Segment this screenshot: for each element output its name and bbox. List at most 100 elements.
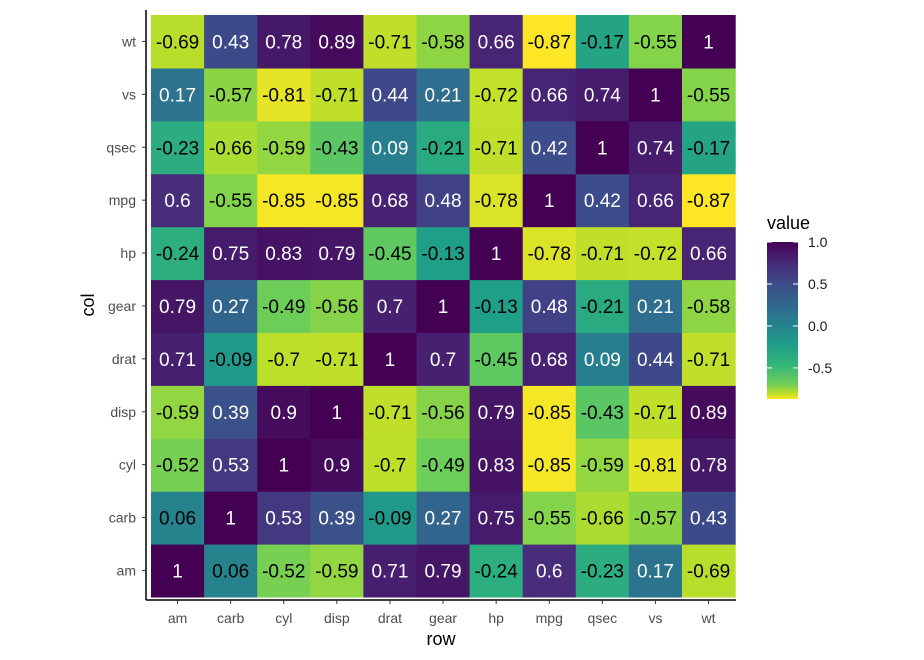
cell-value-am-qsec: -0.23	[581, 561, 624, 582]
cell-value-qsec-gear: -0.21	[421, 138, 464, 159]
legend-title: value	[767, 213, 810, 233]
cell-value-drat-qsec: 0.09	[584, 350, 621, 371]
cell-value-carb-mpg: -0.55	[528, 509, 571, 530]
cell-value-cyl-wt: 0.78	[690, 456, 727, 477]
cell-value-disp-drat: -0.71	[368, 403, 411, 424]
cell-value-am-drat: 0.71	[371, 561, 408, 582]
cell-value-gear-disp: -0.56	[315, 297, 358, 318]
x-tick-label-disp: disp	[324, 610, 350, 626]
cell-value-wt-hp: 0.66	[478, 32, 515, 53]
cell-value-cyl-disp: 0.9	[324, 456, 350, 477]
cell-value-gear-cyl: -0.49	[262, 297, 305, 318]
x-tick-label-mpg: mpg	[536, 610, 563, 626]
cell-value-mpg-vs: 0.66	[637, 191, 674, 212]
cell-value-wt-vs: -0.55	[634, 32, 677, 53]
cell-value-gear-vs: 0.21	[637, 297, 674, 318]
y-tick-label-cyl: cyl	[119, 457, 136, 473]
legend-tick-label-1: 0.5	[808, 276, 828, 292]
y-tick-label-drat: drat	[112, 351, 136, 367]
cell-value-wt-cyl: 0.78	[265, 32, 302, 53]
cell-value-am-carb: 0.06	[212, 561, 249, 582]
legend: value 1.00.50.0-0.5	[767, 213, 832, 399]
cell-value-disp-mpg: -0.85	[528, 403, 571, 424]
x-axis-title: row	[426, 629, 456, 649]
cell-value-wt-gear: -0.58	[421, 32, 464, 53]
cell-value-qsec-wt: -0.17	[687, 138, 730, 159]
cell-value-mpg-wt: -0.87	[687, 191, 730, 212]
cell-value-carb-drat: -0.09	[368, 509, 411, 530]
cell-value-mpg-hp: -0.78	[474, 191, 517, 212]
cell-value-vs-qsec: 0.74	[584, 85, 621, 106]
cell-value-disp-cyl: 0.9	[271, 403, 297, 424]
cell-value-hp-drat: -0.45	[368, 244, 411, 265]
cell-value-qsec-cyl: -0.59	[262, 138, 305, 159]
cell-value-qsec-carb: -0.66	[209, 138, 252, 159]
y-axis-ticks: amcarbcyldispdratgearhpmpgqsecvswt	[106, 33, 146, 578]
y-tick-label-carb: carb	[109, 510, 136, 526]
cell-value-vs-mpg: 0.66	[531, 85, 568, 106]
cell-value-gear-mpg: 0.48	[531, 297, 568, 318]
cell-value-disp-am: -0.59	[156, 403, 199, 424]
cell-value-carb-qsec: -0.66	[581, 509, 624, 530]
y-tick-label-mpg: mpg	[109, 192, 136, 208]
cell-value-cyl-qsec: -0.59	[581, 456, 624, 477]
cell-value-disp-hp: 0.79	[478, 403, 515, 424]
cell-value-drat-hp: -0.45	[474, 350, 517, 371]
cell-value-drat-drat: 1	[385, 350, 396, 371]
y-tick-label-disp: disp	[110, 404, 136, 420]
cell-value-qsec-drat: 0.09	[371, 138, 408, 159]
cell-value-am-cyl: -0.52	[262, 561, 305, 582]
cell-value-carb-vs: -0.57	[634, 509, 677, 530]
cell-value-drat-am: 0.71	[159, 350, 196, 371]
cell-value-vs-carb: -0.57	[209, 85, 252, 106]
cell-value-mpg-drat: 0.68	[371, 191, 408, 212]
cell-value-carb-cyl: 0.53	[265, 509, 302, 530]
cell-value-cyl-cyl: 1	[278, 456, 289, 477]
y-axis-title: col	[78, 293, 98, 316]
cell-value-gear-qsec: -0.21	[581, 297, 624, 318]
cell-value-wt-mpg: -0.87	[528, 32, 571, 53]
legend-colorbar	[767, 242, 798, 399]
cell-value-am-am: 1	[172, 561, 183, 582]
cell-value-hp-carb: 0.75	[212, 244, 249, 265]
cell-value-gear-am: 0.79	[159, 297, 196, 318]
legend-tick-label-0: 1.0	[808, 234, 828, 250]
cell-value-drat-disp: -0.71	[315, 350, 358, 371]
cell-value-vs-am: 0.17	[159, 85, 196, 106]
cell-value-gear-drat: 0.7	[377, 297, 403, 318]
cell-value-vs-vs: 1	[650, 85, 661, 106]
cell-value-drat-carb: -0.09	[209, 350, 252, 371]
cell-value-disp-gear: -0.56	[421, 403, 464, 424]
x-axis-ticks: am carb cyl disp drat gear hp mpg qsec vs wt	[168, 600, 716, 626]
cell-value-vs-wt: -0.55	[687, 85, 730, 106]
y-tick-label-gear: gear	[108, 298, 136, 314]
x-tick-label-wt: wt	[701, 610, 716, 626]
cell-value-am-disp: -0.59	[315, 561, 358, 582]
cell-value-hp-mpg: -0.78	[528, 244, 571, 265]
x-tick-label-vs: vs	[648, 610, 662, 626]
cell-value-vs-hp: -0.72	[474, 85, 517, 106]
cell-value-mpg-disp: -0.85	[315, 191, 358, 212]
cell-value-cyl-carb: 0.53	[212, 456, 249, 477]
cell-value-vs-cyl: -0.81	[262, 85, 305, 106]
cell-value-cyl-vs: -0.81	[634, 456, 677, 477]
cell-value-hp-qsec: -0.71	[581, 244, 624, 265]
x-tick-label-carb: carb	[217, 610, 244, 626]
cell-value-gear-wt: -0.58	[687, 297, 730, 318]
cell-value-cyl-hp: 0.83	[478, 456, 515, 477]
cell-value-wt-am: -0.69	[156, 32, 199, 53]
cell-value-gear-carb: 0.27	[212, 297, 249, 318]
cell-value-vs-drat: 0.44	[371, 85, 408, 106]
cell-value-wt-disp: 0.89	[318, 32, 355, 53]
y-tick-label-vs: vs	[122, 86, 136, 102]
cell-value-drat-gear: 0.7	[430, 350, 456, 371]
cell-value-cyl-drat: -0.7	[374, 456, 407, 477]
y-tick-label-am: am	[117, 562, 136, 578]
cell-value-am-vs: 0.17	[637, 561, 674, 582]
cell-value-qsec-am: -0.23	[156, 138, 199, 159]
cell-value-carb-carb: 1	[225, 509, 236, 530]
cell-value-disp-qsec: -0.43	[581, 403, 624, 424]
cell-value-mpg-qsec: 0.42	[584, 191, 621, 212]
cell-value-mpg-am: 0.6	[164, 191, 190, 212]
cell-value-cyl-mpg: -0.85	[528, 456, 571, 477]
